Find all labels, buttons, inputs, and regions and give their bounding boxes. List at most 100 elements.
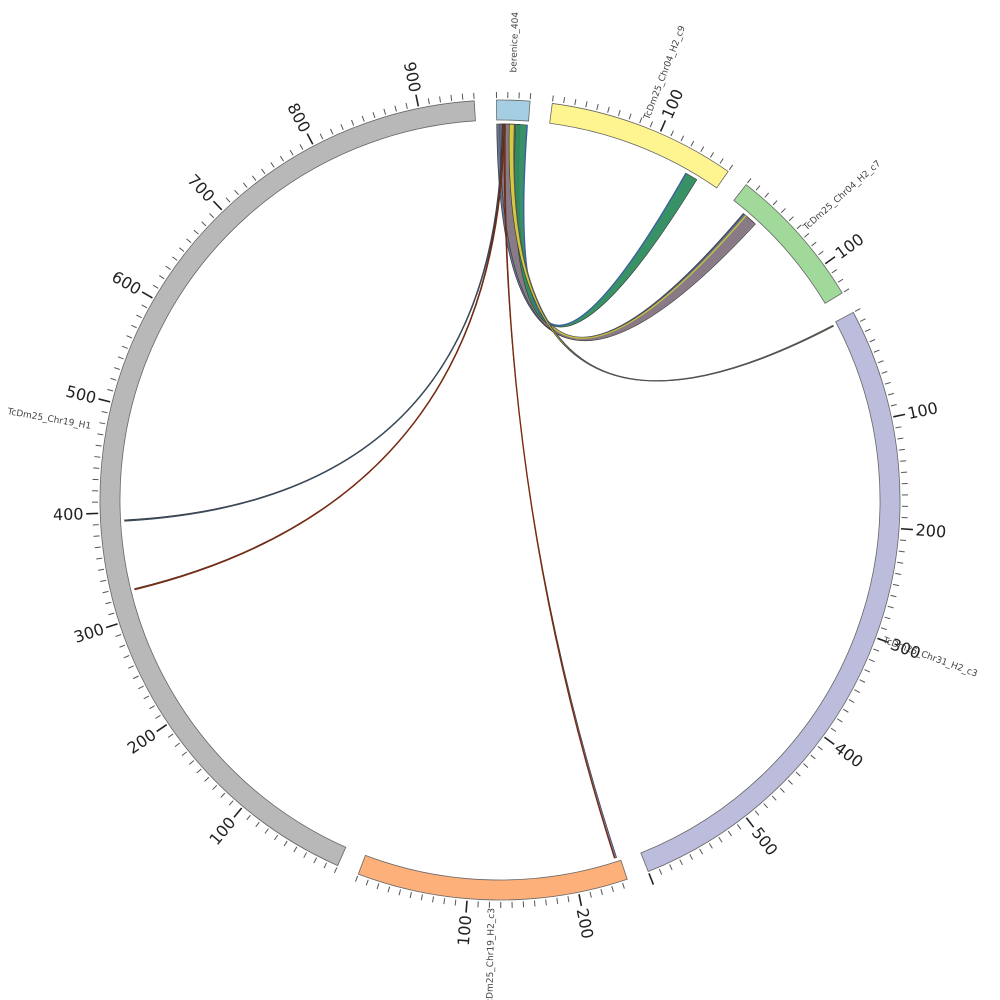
link-edge [504,124,616,859]
tick [824,736,835,746]
tick [293,846,298,853]
tick [877,637,889,644]
tick [842,708,849,713]
tick [578,894,583,907]
tick [719,158,724,164]
tick-label: 500 [64,382,98,408]
tick [98,568,105,571]
tick [415,94,420,107]
tick [126,335,133,339]
tick [289,149,294,156]
tick [172,256,178,261]
tick [890,403,897,407]
tick [394,105,397,112]
tick [887,605,894,609]
tick [119,644,126,648]
tick [699,848,704,855]
tick [700,146,705,152]
tick [99,422,106,425]
tick [811,241,817,247]
tick [545,899,547,906]
tick [283,840,288,847]
tick [270,162,275,168]
tick [864,669,871,673]
tick [101,411,108,414]
tick [220,792,226,798]
tick [589,891,592,898]
tick [233,807,243,818]
tick [689,854,694,860]
tick [330,128,334,135]
tick [246,814,251,821]
tick [848,699,855,703]
segment-label-chr19h1: TcDm25_Chr19_H1 [6,407,92,432]
segment-label-berenice: berenice_404 [509,12,521,73]
tick [810,754,816,760]
segment-chr19h1 [99,100,476,867]
tick [659,120,667,132]
tick [105,623,118,629]
tick [143,695,150,700]
tick [465,900,468,913]
link-edge [517,124,745,339]
tick [788,216,794,222]
tick [174,742,181,748]
tick [100,579,107,583]
tick [680,135,685,142]
tick [98,398,111,403]
tick [110,377,117,381]
tick [670,130,674,137]
tick [319,133,324,140]
tick [898,550,905,553]
segment-label-chr04c7: TcDm25_Chr04_H2_c7 [801,159,883,233]
tick [795,771,801,777]
tick [313,857,318,864]
tick [859,679,866,683]
tick [893,413,906,418]
tick [376,883,380,890]
tick [102,590,109,594]
tick [193,229,199,235]
tick [639,117,643,124]
tick [306,133,314,145]
tick [361,115,365,122]
tick [196,768,202,774]
tick [895,426,902,429]
tick [461,93,464,100]
tick [97,433,104,436]
link-edge [513,124,834,382]
tick [836,718,843,723]
tick [105,601,112,605]
tick [398,889,402,896]
tick [884,381,891,385]
tick [149,705,155,710]
tick [155,714,161,719]
tick [365,879,369,886]
tick [132,675,139,680]
tick-label: 100 [832,229,868,262]
tick [824,256,836,265]
tick [679,859,683,866]
tick [796,224,802,230]
tick [900,460,907,462]
tick [563,97,566,104]
tick [121,345,128,349]
tick [323,862,328,869]
tick [817,745,823,751]
tick [179,247,185,252]
tick [141,291,153,299]
tick [225,197,231,203]
tick [261,168,266,175]
segment-label-chr19c3: TcDm25_Chr19_H2_c3 [485,908,497,1000]
tick [736,824,742,830]
tick [113,367,120,370]
tick [718,836,723,843]
tick [567,896,570,903]
tick [165,265,171,270]
tick [96,557,103,560]
tick [351,119,355,126]
link-edge [523,124,687,327]
tick [803,763,809,768]
tick [649,121,653,128]
